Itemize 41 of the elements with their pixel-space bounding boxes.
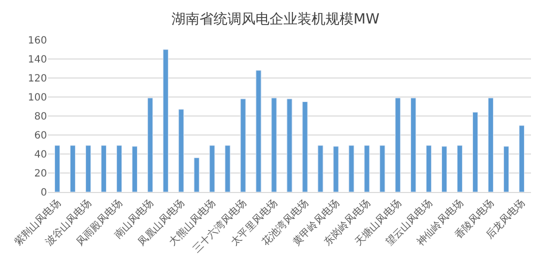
y-tick-label: 140 (28, 54, 47, 66)
bar (162, 49, 168, 192)
bar (380, 145, 386, 192)
bar (100, 145, 107, 192)
y-tick-label: 100 (28, 92, 47, 104)
bar (54, 145, 60, 192)
bar (426, 145, 432, 192)
bar (224, 145, 230, 192)
bar (364, 145, 370, 192)
bar (194, 158, 200, 192)
y-tick-label: 160 (28, 36, 47, 46)
y-tick-label: 20 (34, 168, 47, 180)
bar (70, 145, 76, 192)
bar (209, 145, 215, 192)
chart-title: 湖南省统调风电企业装机规模MW (172, 12, 380, 28)
bar (302, 102, 308, 192)
bar (85, 145, 92, 192)
y-tick-label: 40 (34, 150, 47, 160)
bar (147, 98, 153, 192)
bar (240, 98, 246, 192)
bar (318, 145, 324, 192)
bar (442, 146, 448, 192)
bar (348, 145, 354, 192)
y-tick-label: 80 (34, 112, 47, 122)
bar (116, 145, 122, 192)
bar (518, 125, 525, 192)
bar (178, 109, 184, 192)
bar (271, 98, 277, 192)
bar (333, 146, 339, 192)
y-tick-label: 0 (40, 188, 47, 198)
bar (503, 146, 510, 192)
bar (132, 146, 138, 192)
bar (488, 98, 494, 192)
bar (256, 70, 262, 192)
bar (472, 112, 478, 192)
y-tick-label: 60 (34, 130, 47, 142)
bar (395, 98, 401, 192)
bar (456, 145, 463, 192)
bar (286, 98, 292, 192)
y-tick-label: 120 (28, 74, 47, 84)
bar (410, 98, 416, 192)
